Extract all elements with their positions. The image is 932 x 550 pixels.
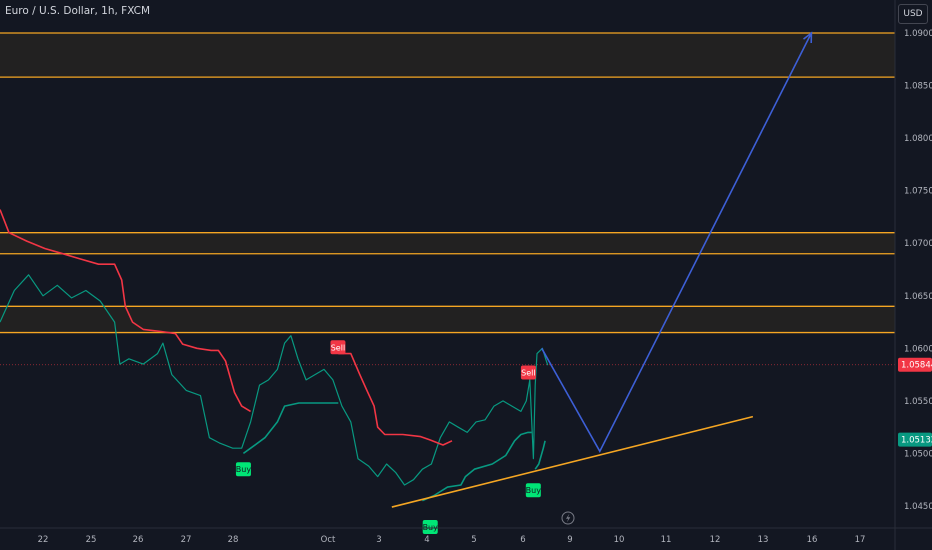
x-tick-label-10: 9 [567,535,572,545]
x-tick-label-14: 13 [758,535,769,545]
signal-badge-2 [520,365,536,380]
price-label-text-0: 1.05844 [901,361,932,371]
y-tick-label-9: 1.04500 [904,502,932,512]
x-tick-label-9: 6 [520,535,525,545]
signal-label-0: Buy [236,465,252,474]
series-line-5 [534,440,546,470]
x-tick-label-4: 28 [228,535,239,545]
signal-label-3: Buy [526,486,542,495]
x-tick-label-7: 4 [424,535,429,545]
resistance-zones [0,32,895,366]
zone-fill-1 [0,232,895,254]
price-axis: 1.09000 1.08500 1.08000 1.07500 1.07000 1.065… [894,0,932,550]
x-tick-label-15: 16 [807,535,818,545]
y-tick-label-2: 1.08000 [904,134,932,144]
series-line-1 [0,209,252,413]
signal-badge-1 [330,340,346,355]
y-tick-label-8: 1.05000 [904,449,932,459]
series-line-0 [0,274,549,486]
x-tick-label-0: 22 [38,535,49,545]
projection-arrowhead [803,31,813,44]
x-tick-label-3: 27 [181,535,192,545]
trendline[interactable] [391,415,754,508]
x-tick-label-13: 12 [710,535,721,545]
y-tick-label-1: 1.08500 [904,82,932,92]
y-tick-label-4: 1.07000 [904,239,932,249]
lightning-icon-bolt [566,513,571,523]
currency-button[interactable]: USD [898,4,928,24]
signal-badge-0 [235,462,251,477]
symbol-title[interactable]: Euro / U.S. Dollar, 1h, FXCM [5,5,151,17]
zone-fill-0 [0,33,895,78]
y-tick-label-0: 1.09000 [904,29,932,39]
x-tick-label-6: 3 [376,535,381,545]
series-line-3 [242,402,339,455]
y-tick-label-6: 1.06000 [904,344,932,354]
series-line-4 [422,431,532,502]
lightning-icon[interactable] [561,511,575,525]
x-tick-label-5: Oct [321,535,336,545]
lightning-icon-ring [561,511,575,525]
signal-badge-4 [422,520,438,535]
y-tick-label-5: 1.06500 [904,292,932,302]
x-tick-label-8: 5 [471,535,476,545]
series-line-2 [338,352,453,446]
x-tick-label-11: 10 [614,535,625,545]
y-tick-label-3: 1.07500 [904,187,932,197]
x-tick-label-12: 11 [661,535,672,545]
drawing-tools [391,31,813,508]
signal-label-2: Sell [521,369,535,378]
signal-badge-3 [525,483,541,498]
price-label-badge-0 [898,357,932,372]
price-label-badge-1 [898,432,932,447]
x-tick-label-1: 25 [86,535,97,545]
time-axis: 22 25 26 27 28 Oct 3 4 5 6 9 10 11 12 13 16 17 [0,527,932,545]
price-series [0,209,549,502]
projection-path[interactable] [541,32,813,453]
zone-fill-2 [0,306,895,333]
x-tick-label-2: 26 [133,535,144,545]
x-tick-label-16: 17 [855,535,866,545]
signal-label-1: Sell [331,343,345,352]
y-tick-label-7: 1.05500 [904,397,932,407]
